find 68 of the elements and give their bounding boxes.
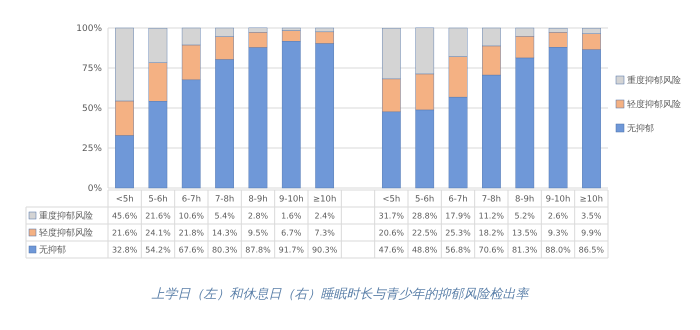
data-label: 47.6% [378,245,404,254]
data-label: 1.6% [281,211,302,220]
text: 重度抑郁风险 [39,212,93,222]
data-label: 17.9% [445,211,472,220]
x-tick-label: 8-9h [248,194,268,204]
x-tick-label: 7-8h [482,194,501,204]
legend-label: 轻度抑郁风险 [627,99,681,110]
data-label: 24.1% [145,228,172,238]
y-tick-label: 25% [82,144,102,154]
legend-label: 重度抑郁风险 [627,75,681,86]
x-tick-label: ≥10h [580,194,603,204]
x-tick-label: 9-10h [278,194,304,204]
data-label: 10.6% [178,211,204,220]
data-label: 22.5% [412,228,438,238]
data-label: 28.8% [412,211,438,220]
data-label: 67.6% [178,245,204,254]
y-tick-label: 75% [82,64,102,74]
data-label: 56.8% [445,245,472,254]
data-label: 25.3% [445,228,472,238]
x-tick-label: ≥10h [313,194,336,204]
data-label: 88.0% [545,245,572,254]
data-label: 9.9% [581,228,602,238]
data-label: 7.3% [314,228,336,238]
text: 无抑郁 [39,246,66,256]
data-label: 6.7% [281,228,302,238]
data-label: 20.6% [378,228,404,238]
data-label: 14.3% [212,228,238,238]
x-tick-label: 8-9h [515,194,534,204]
x-tick-label: 6-7h [182,194,201,204]
data-label: 18.2% [478,228,504,238]
data-label: 3.5% [581,211,602,220]
x-tick-label: <5h [382,194,400,204]
y-tick-label: 100% [76,24,102,34]
data-label: 91.7% [278,245,304,254]
data-label: 31.7% [378,211,404,220]
data-label: 87.8% [245,245,272,254]
data-label: 86.5% [578,245,604,254]
data-label: 9.3% [548,228,569,238]
data-label: 5.4% [214,211,236,220]
data-label: 70.6% [478,245,504,254]
data-label: 11.2% [478,211,504,220]
data-label: 48.8% [412,245,438,254]
data-label: 32.8% [112,245,138,254]
data-label: 45.6% [112,211,138,220]
y-tick-label: 0% [88,184,102,194]
x-tick-label: <5h [116,194,134,204]
data-label: 90.3% [312,245,338,254]
x-tick-label: 6-7h [448,194,468,204]
x-tick-label: 5-6h [148,194,168,204]
data-label: 2.8% [248,211,269,220]
data-label: 2.4% [314,211,336,220]
legend-label: 无抑郁 [627,123,654,134]
text: 上学日（左）和休息日（右）睡眠时长与青少年的抑郁风险检出率 [152,286,530,302]
x-tick-label: 9-10h [546,194,570,204]
x-tick-label: 7-8h [215,194,234,204]
y-tick-label: 50% [82,104,102,114]
data-label: 13.5% [512,228,538,238]
data-label: 21.6% [112,228,138,238]
data-label: 81.3% [512,245,538,254]
text: 轻度抑郁风险 [39,228,93,239]
data-label: 2.6% [548,211,569,220]
data-label: 80.3% [212,245,238,254]
data-label: 54.2% [145,245,172,254]
x-tick-label: 5-6h [415,194,434,204]
data-label: 21.6% [145,211,172,220]
data-label: 5.2% [514,211,536,220]
data-label: 9.5% [248,228,269,238]
data-label: 21.8% [178,228,204,238]
